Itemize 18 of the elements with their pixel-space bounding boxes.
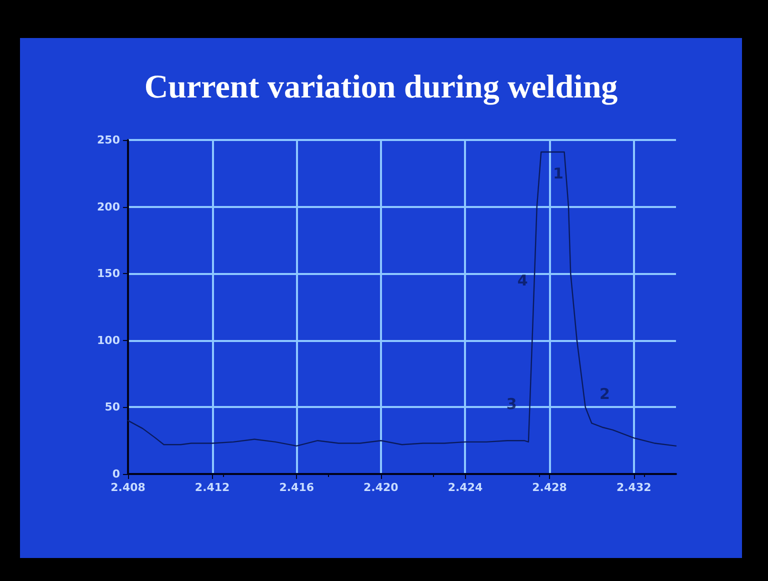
- line-series: [127, 151, 677, 447]
- y-tick-label: 50: [104, 400, 120, 414]
- y-tick-label: 200: [97, 200, 120, 214]
- chart-title: Current variation during welding: [144, 70, 618, 106]
- x-tick-label: 2.412: [194, 481, 230, 494]
- annotation: 2: [600, 384, 610, 403]
- x-tick-label: 2.420: [364, 481, 399, 494]
- y-tick-label: 250: [97, 134, 120, 146]
- annotation: 4: [517, 271, 528, 290]
- annotation: 1: [552, 164, 564, 182]
- x-tick-label: 2.424: [448, 481, 483, 494]
- y-tick-label: 100: [97, 334, 120, 347]
- y-tick-label: 0: [112, 468, 120, 480]
- x-tick-label: 2.432: [616, 481, 652, 494]
- y-tick-label: 150: [97, 267, 120, 280]
- x-tick-label: 2.416: [279, 481, 314, 494]
- x-tick-label: 2.428: [532, 481, 567, 494]
- x-tick-label: 2.408: [110, 481, 146, 494]
